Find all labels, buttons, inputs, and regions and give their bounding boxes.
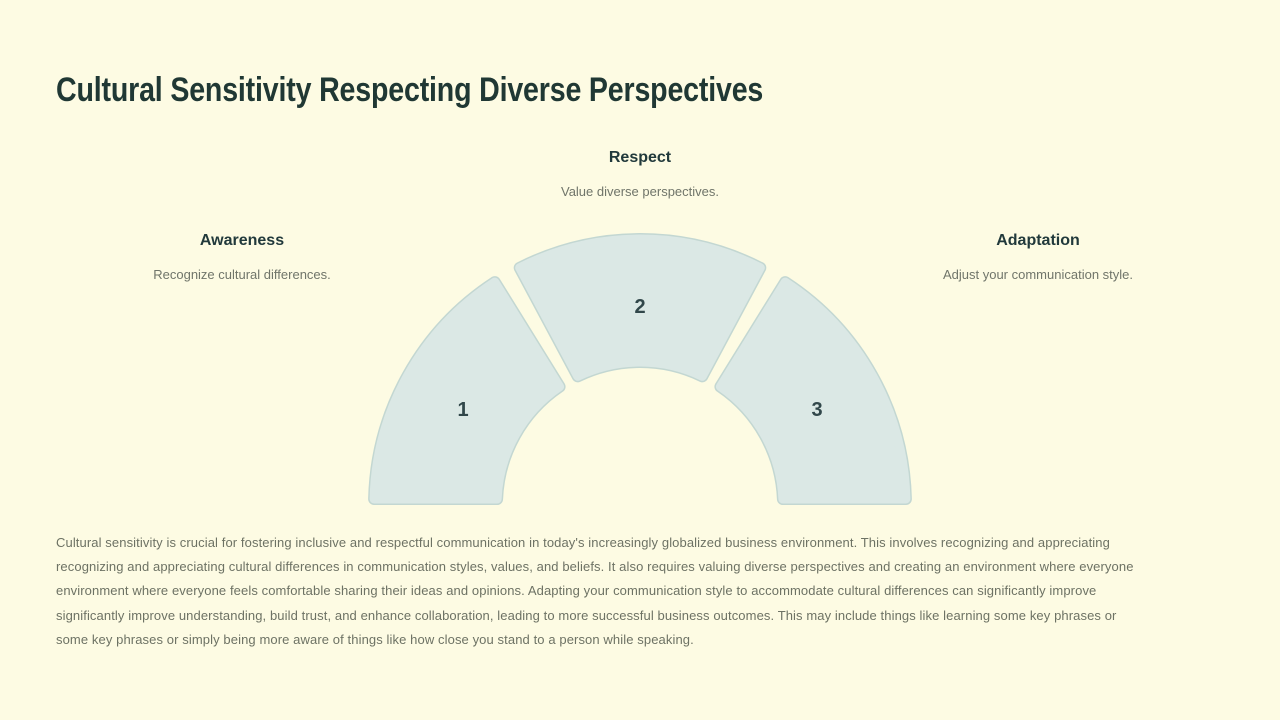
body-paragraph-line: Cultural sensitivity is crucial for fost… xyxy=(56,535,1110,550)
step-label-adaptation: Adaptation Adjust your communication sty… xyxy=(838,231,1238,284)
arc-segment-1-number: 1 xyxy=(457,399,468,421)
step-description-adaptation: Adjust your communication style. xyxy=(942,267,1134,282)
step-label-respect: Respect Value diverse perspectives. xyxy=(440,148,840,201)
arc-segment-2: 2 xyxy=(513,233,767,383)
step-description-respect: Value diverse perspectives. xyxy=(560,184,719,199)
body-paragraph-line: some key phrases or simply being more aw… xyxy=(56,631,694,647)
body-paragraph: Cultural sensitivity is crucial for fost… xyxy=(56,531,1246,652)
step-description-awareness: Recognize cultural differences. xyxy=(153,267,331,282)
arc-segment-3-fill xyxy=(715,277,911,504)
arc-segment-2-fill xyxy=(515,234,765,381)
step-heading-respect: Respect xyxy=(608,149,672,166)
arc-segment-2-number: 2 xyxy=(634,296,645,318)
arc-segment-3: 3 xyxy=(714,276,912,505)
arc-segment-1: 1 xyxy=(368,276,566,505)
body-paragraph-line: environment where everyone feels comfort… xyxy=(56,583,1097,599)
step-heading-awareness: Awareness xyxy=(199,232,285,249)
step-label-awareness: Awareness Recognize cultural differences… xyxy=(42,231,442,284)
arc-segment-3-number: 3 xyxy=(811,399,822,421)
body-paragraph-line: recognizing and appreciating cultural di… xyxy=(56,559,1134,575)
arc-segment-1-fill xyxy=(369,277,565,504)
slide-title: Cultural Sensitivity Respecting Diverse … xyxy=(56,71,764,109)
body-paragraph-line: significantly improve understanding, bui… xyxy=(56,607,1117,623)
step-heading-adaptation: Adaptation xyxy=(996,232,1080,249)
